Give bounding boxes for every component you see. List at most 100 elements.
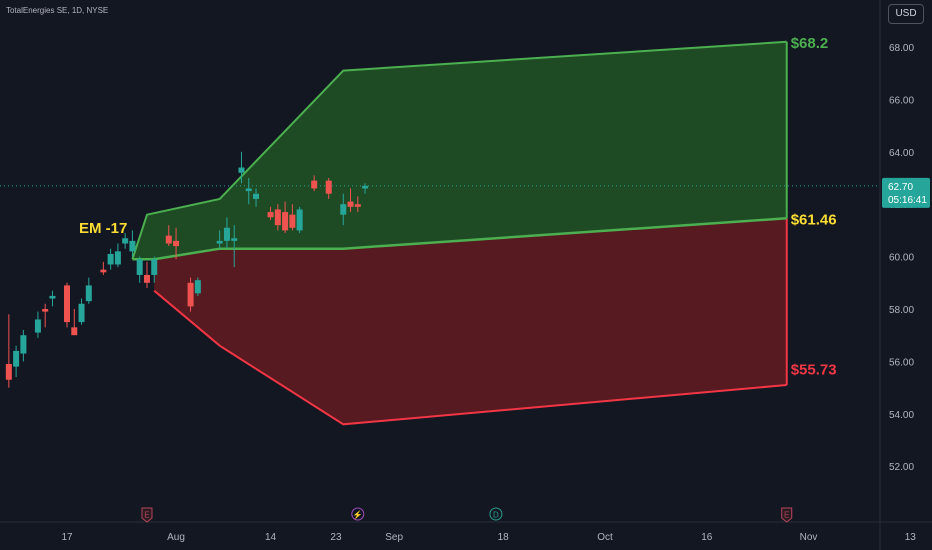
candlestick-series: [5, 151, 369, 388]
candle: [136, 256, 143, 283]
candle-body: [194, 280, 201, 294]
candle-body: [347, 201, 354, 207]
candle-body: [238, 167, 245, 173]
lower-band-bottom-line: [153, 289, 787, 426]
candle-body: [13, 350, 20, 367]
expected-move-bands: [131, 40, 788, 426]
time-tick-label: Oct: [597, 532, 613, 543]
candle-body: [85, 285, 92, 302]
time-tick-label: 14: [265, 532, 277, 543]
candle: [5, 314, 12, 388]
candle: [340, 193, 347, 226]
price-tick-label: 56.00: [889, 357, 914, 368]
top-level-label: $68.2: [791, 35, 829, 52]
upper-band-area: [132, 41, 787, 260]
last-price-tag: [882, 177, 930, 208]
earnings-marker-icon: [141, 507, 153, 523]
candle-body: [122, 238, 129, 244]
event-markers: E ⚡ D E: [141, 507, 793, 523]
candle-body: [245, 188, 252, 192]
lower-band-area: [154, 218, 787, 425]
price-tick-label: 52.00: [889, 462, 914, 473]
time-tick-label: 16: [701, 532, 713, 543]
event-marker-label: E: [144, 511, 149, 520]
candle-body: [71, 327, 78, 336]
candle: [165, 225, 172, 247]
candle: [64, 282, 70, 328]
bottom-level-label: $55.73: [791, 361, 837, 378]
candle-body: [136, 259, 143, 275]
candle: [78, 298, 85, 325]
time-tick-label: Nov: [800, 532, 818, 543]
candle: [173, 227, 180, 260]
time-tick-label: 17: [61, 532, 73, 543]
candle-body: [78, 303, 85, 323]
candle-body: [274, 209, 281, 226]
candle: [100, 261, 107, 275]
candle: [85, 277, 92, 304]
candle-body: [173, 240, 180, 247]
price-tick-label: 60.00: [889, 253, 914, 264]
price-tick-label: 54.00: [889, 410, 914, 421]
time-tick-label: Sep: [385, 532, 403, 543]
em-label: EM -17: [79, 220, 127, 237]
price-tick-label: 66.00: [889, 95, 914, 106]
currency-button[interactable]: USD: [888, 4, 924, 24]
candle: [71, 309, 78, 336]
candle: [354, 196, 361, 213]
candle-body: [289, 214, 296, 228]
candle-body: [253, 193, 260, 199]
candle: [282, 201, 289, 234]
countdown-timer: 05:16:41: [888, 195, 927, 206]
candle: [238, 151, 245, 184]
time-axis[interactable]: 17 Aug 14 23 Sep 18 Oct 16 Nov 13: [0, 521, 932, 543]
candle: [194, 277, 201, 296]
mid-level-label: $61.46: [791, 211, 837, 228]
candle-body: [354, 204, 361, 207]
candle: [20, 329, 27, 362]
upper-band-top-line: [131, 40, 787, 260]
candle-body: [296, 209, 303, 231]
candle: [253, 188, 260, 207]
candle-body: [340, 204, 347, 215]
price-axis[interactable]: 52.0054.0056.0058.0060.0062.0064.0066.00…: [879, 0, 930, 550]
candle: [347, 188, 354, 213]
event-marker-label: E: [784, 511, 789, 520]
candle-body: [20, 335, 27, 354]
candle-body: [42, 309, 49, 312]
event-marker: D: [489, 507, 503, 521]
candle-body: [143, 274, 150, 283]
candle: [151, 256, 158, 283]
candle-body: [100, 269, 107, 273]
candle: [129, 230, 136, 257]
symbol-title: TotalEnergies SE, 1D, NYSE: [6, 6, 109, 15]
time-tick-label: 23: [330, 532, 342, 543]
candle-body: [267, 212, 274, 218]
candle: [216, 230, 223, 249]
candle-body: [129, 240, 136, 252]
candle: [362, 183, 369, 194]
candle: [223, 217, 230, 249]
candle-body: [34, 319, 41, 333]
candle: [49, 290, 56, 307]
event-marker: E: [141, 507, 153, 523]
split-marker-icon: [351, 507, 365, 521]
time-tick-label: 18: [498, 532, 510, 543]
candle: [187, 277, 194, 312]
price-tick-label: 64.00: [889, 148, 914, 159]
time-tick-label: Aug: [167, 532, 185, 543]
candle-body: [362, 185, 369, 189]
candle-body: [114, 251, 121, 265]
event-marker-label: D: [493, 511, 499, 520]
earnings-marker-icon: [781, 507, 793, 523]
candle-body: [325, 180, 332, 194]
candle-body: [64, 285, 70, 323]
candle: [245, 178, 252, 205]
candle: [311, 175, 318, 192]
candle-body: [151, 259, 158, 275]
candle: [34, 311, 41, 338]
time-tick-label: 13: [905, 532, 917, 543]
last-price-value: 62.70: [888, 182, 913, 193]
candle-body: [311, 180, 318, 189]
